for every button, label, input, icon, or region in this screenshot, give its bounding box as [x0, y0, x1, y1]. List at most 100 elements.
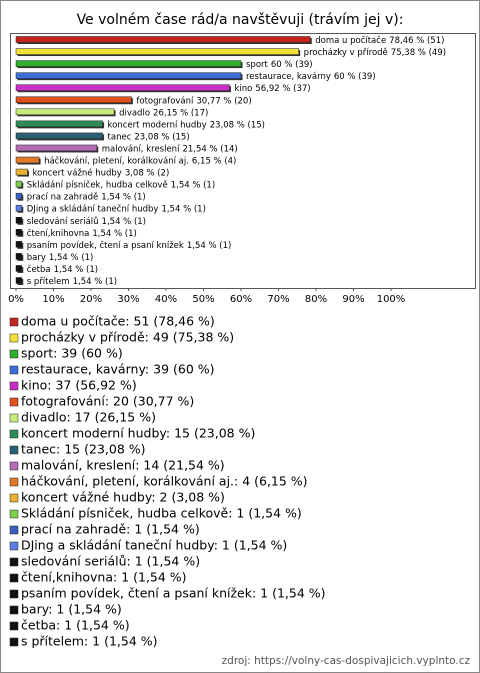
legend-swatch	[9, 525, 19, 535]
value-label: 78,46 % (51)	[389, 36, 444, 46]
legend-label: divadlo: 17 (26,15 %)	[21, 410, 156, 425]
bar-label: sledování seriálů 1,54 % (1)	[27, 215, 146, 226]
legend-label: psaním povídek, čtení a psaní knížek: 1 …	[21, 586, 326, 601]
legend-label: doma u počítače: 51 (78,46 %)	[21, 314, 215, 329]
value-label: 1,54 % (1)	[73, 277, 117, 287]
category-label: Skládání písniček, hudba celkově	[27, 179, 168, 190]
legend-swatch	[9, 429, 19, 439]
bar-label: sport 60 % (39)	[246, 60, 313, 70]
category-label: čtení,knihovna	[27, 227, 90, 238]
legend-swatch	[9, 637, 19, 647]
bar	[15, 217, 23, 224]
x-tick-label: 50%	[192, 294, 214, 305]
bar-label: psaním povídek, čtení a psaní knížek 1,54…	[27, 239, 232, 250]
category-label: fotografování	[136, 96, 194, 106]
x-tick-label: 70%	[267, 294, 289, 305]
value-label: 26,15 % (17)	[153, 108, 208, 118]
bar	[15, 156, 40, 164]
bar	[15, 72, 242, 79]
value-label: 1,54 % (1)	[102, 216, 146, 226]
legend-label: háčkování, pletení, korálkování aj.: 4 (…	[21, 474, 308, 489]
bar	[15, 277, 23, 284]
legend-swatch	[9, 573, 19, 583]
value-label: 1,54 % (1)	[171, 180, 215, 190]
category-label: malování, kreslení	[102, 144, 180, 154]
bar-label: koncert moderní hudby 23,08 % (15)	[108, 120, 265, 130]
x-tick-label: 100%	[377, 294, 406, 305]
legend-label: kino: 37 (56,92 %)	[21, 378, 137, 393]
value-label: 60 % (39)	[271, 60, 313, 70]
legend-swatch	[9, 541, 19, 551]
value-label: 1,54 % (1)	[49, 252, 93, 262]
legend-label: koncert moderní hudby: 15 (23,08 %)	[21, 426, 255, 441]
x-tick-label: 20%	[80, 294, 102, 305]
category-label: háčkování, pletení, korálkování aj.	[44, 155, 189, 166]
legend-label: tanec: 15 (23,08 %)	[21, 442, 146, 457]
bar-label: tanec 23,08 % (15)	[108, 132, 190, 142]
legend-label: s přítelem: 1 (1,54 %)	[21, 634, 158, 649]
legend-swatch	[9, 493, 19, 503]
category-label: procházky v přírodě	[304, 48, 388, 58]
x-tick-label: 0%	[8, 294, 24, 305]
value-label: 3,08 % (2)	[125, 168, 169, 178]
bar-label: DJing a skládání taneční hudby 1,54 % (1)	[27, 203, 206, 214]
bar-label: háčkování, pletení, korálkování aj. 6,15 …	[44, 155, 236, 166]
category-label: doma u počítače	[315, 35, 386, 46]
legend-label: prací na zahradě: 1 (1,54 %)	[21, 522, 200, 537]
legend-label: čtení,knihovna: 1 (1,54 %)	[21, 570, 187, 585]
bar-label: čtení,knihovna 1,54 % (1)	[27, 227, 137, 238]
legend-label: restaurace, kavárny: 39 (60 %)	[21, 362, 215, 377]
category-label: DJing a skládání taneční hudby	[27, 203, 159, 214]
legend-swatch	[9, 333, 19, 343]
legend-swatch	[9, 461, 19, 471]
legend-swatch	[9, 349, 19, 359]
chart-title: Ve volném čase rád/a navštěvuji (trávím …	[77, 12, 404, 28]
legend-swatch	[9, 621, 19, 631]
bar-label: četba 1,54 % (1)	[27, 263, 98, 274]
value-label: 1,54 % (1)	[187, 240, 231, 250]
bar	[15, 132, 103, 140]
legend-swatch	[9, 605, 19, 615]
legend-label: sledování seriálů: 1 (1,54 %)	[21, 554, 200, 569]
legend-swatch	[9, 477, 19, 487]
legend-label: Skládání písniček, hudba celkově: 1 (1,5…	[21, 506, 302, 521]
legend-label: četba: 1 (1,54 %)	[21, 618, 130, 633]
legend-label: procházky v přírodě: 49 (75,38 %)	[21, 330, 234, 345]
x-tick-label: 30%	[117, 294, 139, 305]
category-label: restaurace, kavárny	[246, 72, 331, 82]
bar-label: malování, kreslení 21,54 % (14)	[102, 144, 238, 154]
value-label: 60 % (39)	[334, 72, 376, 82]
legend-swatch	[9, 397, 19, 407]
bar	[15, 241, 23, 248]
bar	[15, 168, 28, 176]
legend-label: fotografování: 20 (30,77 %)	[21, 394, 194, 409]
category-label: tanec	[108, 132, 132, 142]
value-label: 1,54 % (1)	[161, 204, 205, 214]
value-label: 1,54 % (1)	[92, 228, 136, 238]
legend-label: bary: 1 (1,54 %)	[21, 602, 122, 617]
bar	[15, 60, 242, 67]
category-label: bary	[27, 252, 46, 262]
category-label: četba	[27, 263, 51, 274]
value-label: 23,08 % (15)	[134, 132, 189, 142]
bar	[15, 180, 23, 188]
bar	[15, 48, 299, 55]
value-label: 75,38 % (49)	[391, 48, 446, 58]
value-label: 23,08 % (15)	[210, 120, 265, 130]
bar-label: prací na zahradě 1,54 % (1)	[27, 192, 146, 202]
bar-label: koncert vážné hudby 3,08 % (2)	[33, 167, 170, 178]
bar	[15, 265, 23, 272]
bar	[15, 84, 230, 91]
legend-swatch	[9, 317, 19, 327]
category-label: kino	[234, 84, 252, 94]
bar	[15, 204, 23, 212]
bar-label: restaurace, kavárny 60 % (39)	[246, 72, 376, 82]
bar	[15, 144, 98, 152]
legend-label: malování, kreslení: 14 (21,54 %)	[21, 458, 225, 473]
category-label: sport	[246, 60, 269, 70]
value-label: 21,54 % (14)	[182, 144, 237, 154]
bar	[15, 229, 23, 236]
bar	[15, 253, 23, 260]
bar-label: procházky v přírodě 75,38 % (49)	[304, 48, 446, 58]
value-label: 6,15 % (4)	[192, 156, 236, 166]
